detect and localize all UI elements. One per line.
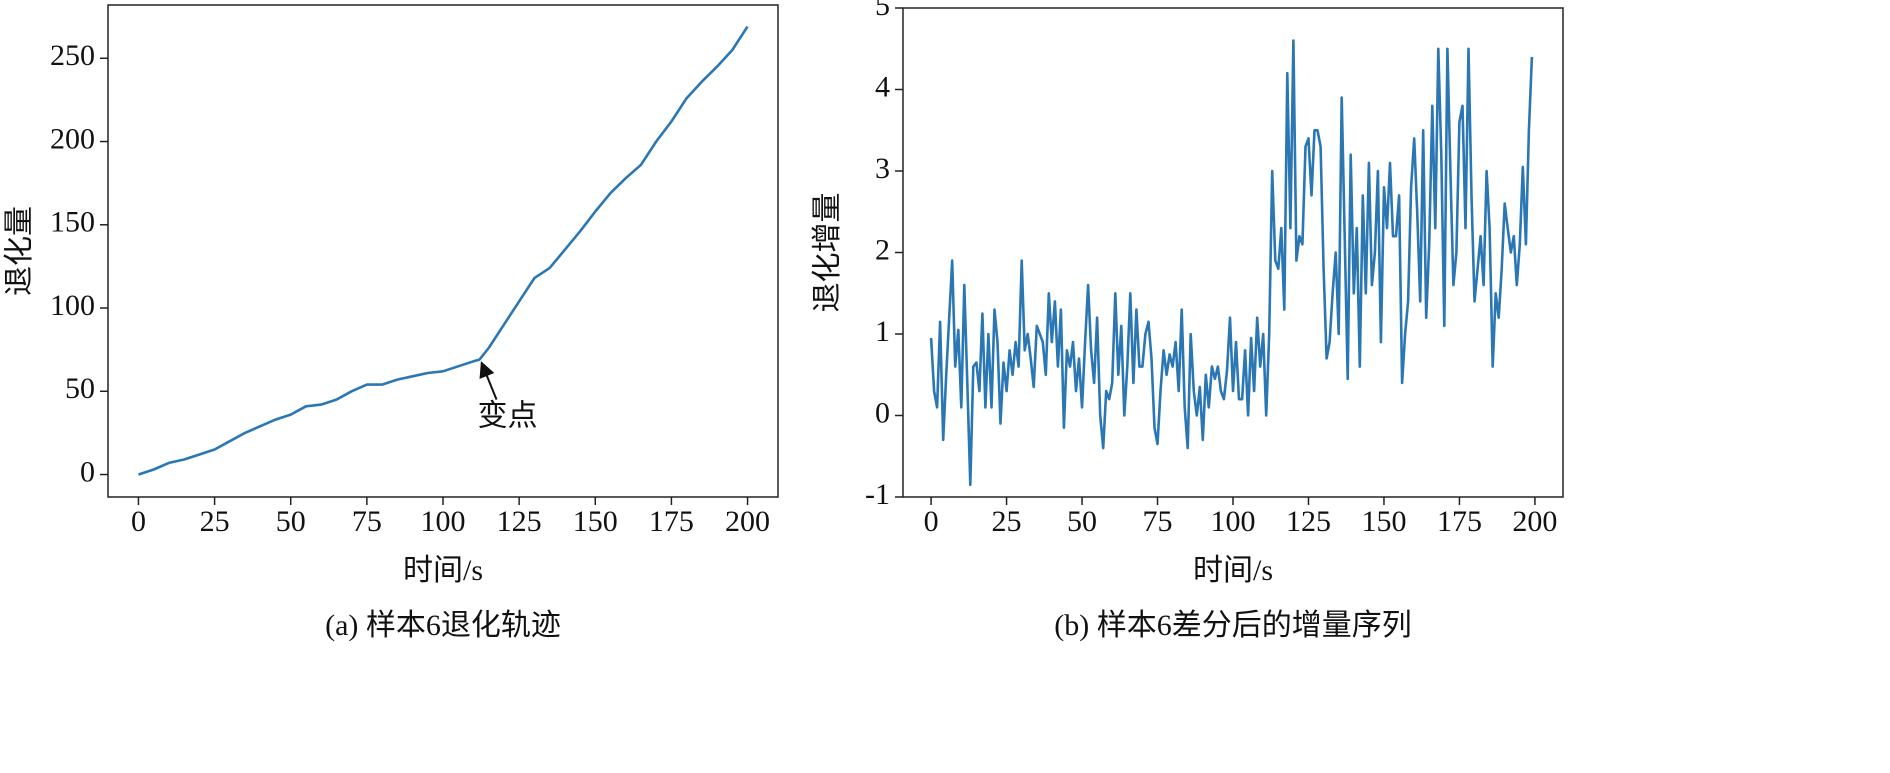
- x-tick-label: 150: [573, 505, 618, 538]
- x-tick-label: 25: [992, 505, 1022, 538]
- y-tick-label: 5: [875, 0, 890, 22]
- subplot-caption: (a) 样本6退化轨迹: [325, 609, 561, 642]
- x-tick-label: 200: [725, 505, 770, 538]
- y-tick-label: 0: [80, 455, 95, 488]
- x-tick-label: 25: [200, 505, 230, 538]
- plot-frame: [107, 4, 779, 498]
- x-tick-label: 50: [276, 505, 306, 538]
- x-axis-label: 时间/s: [403, 554, 483, 587]
- x-tick-label: 100: [421, 505, 466, 538]
- x-axis-label: 时间/s: [1193, 554, 1273, 587]
- y-tick-label: 0: [875, 396, 890, 429]
- y-axis-label: 退化量: [3, 206, 36, 296]
- y-tick-label: 100: [50, 289, 95, 322]
- y-tick-label: 1: [875, 315, 890, 348]
- data-line: [929, 39, 1534, 487]
- x-tick-label: 100: [1211, 505, 1256, 538]
- plot-frame: [902, 7, 1564, 498]
- annotation-arrow: [479, 361, 498, 401]
- y-tick-label: -1: [865, 478, 890, 511]
- x-tick-label: 50: [1067, 505, 1097, 538]
- annotation-text: 变点: [478, 400, 538, 433]
- data-line: [138, 25, 749, 476]
- y-axis-label: 退化增量: [811, 193, 844, 313]
- y-tick-label: 4: [875, 70, 890, 103]
- x-tick-label: 75: [1143, 505, 1173, 538]
- x-tick-label: 200: [1512, 505, 1557, 538]
- y-tick-label: 50: [65, 372, 95, 405]
- y-tick-label: 250: [50, 39, 95, 72]
- x-tick-label: 125: [497, 505, 542, 538]
- x-tick-label: 0: [924, 505, 939, 538]
- subplot-caption: (b) 样本6差分后的增量序列: [1054, 609, 1411, 642]
- y-tick-label: 3: [875, 152, 890, 185]
- y-tick-label: 150: [50, 206, 95, 239]
- x-tick-label: 175: [649, 505, 694, 538]
- x-tick-label: 125: [1286, 505, 1331, 538]
- x-tick-label: 75: [352, 505, 382, 538]
- x-tick-label: 0: [131, 505, 146, 538]
- x-tick-label: 175: [1437, 505, 1482, 538]
- y-tick-label: 200: [50, 122, 95, 155]
- x-tick-label: 150: [1361, 505, 1406, 538]
- y-tick-label: 2: [875, 233, 890, 266]
